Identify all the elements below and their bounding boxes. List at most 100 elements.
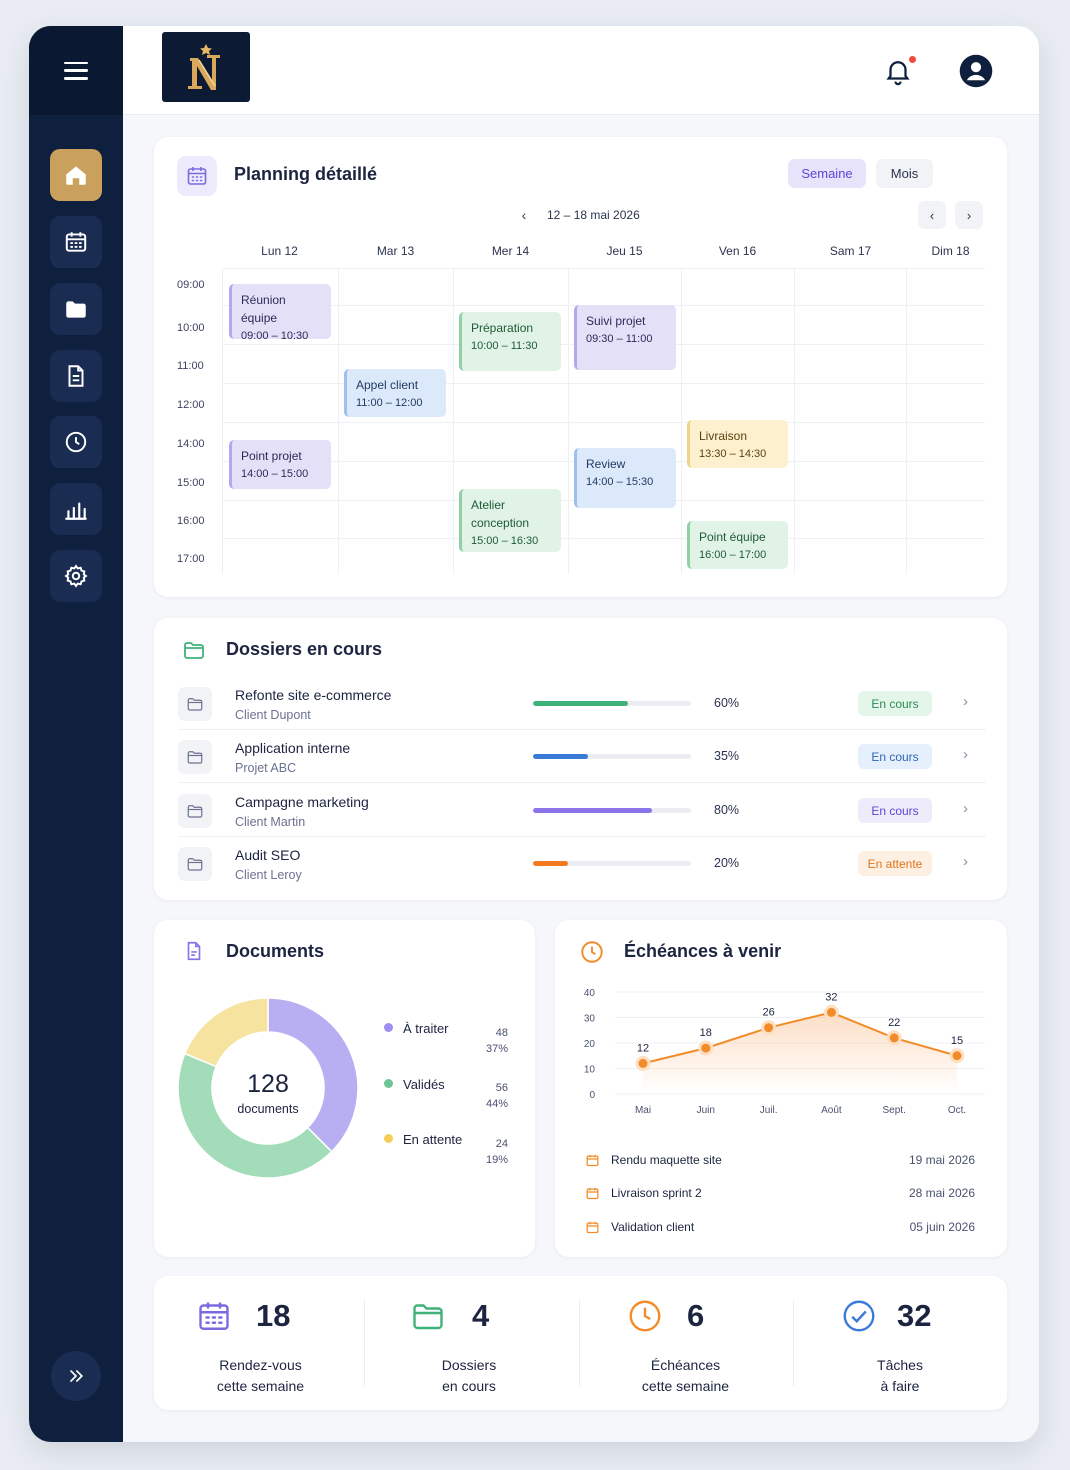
expand-sidebar-button[interactable]	[51, 1351, 101, 1401]
deadline-label: Rendu maquette site	[611, 1153, 722, 1167]
brand-logo[interactable]	[162, 32, 250, 102]
sidebar-item-calendar[interactable]	[50, 216, 102, 268]
documents-total: 128	[247, 1070, 289, 1098]
documents-donut[interactable]	[176, 996, 360, 1180]
dossier-row[interactable]: Refonte site e-commerce Client Dupont 60…	[178, 677, 986, 730]
x-tick-label: Juin	[697, 1105, 715, 1116]
divider	[364, 1300, 365, 1386]
sidebar-item-folders[interactable]	[50, 283, 102, 335]
event-point-equipe[interactable]: Point équipe 16:00 – 17:00	[687, 521, 788, 569]
progress-fill	[533, 861, 568, 866]
event-atelier-conception[interactable]: Atelier conception 15:00 – 16:30	[459, 489, 561, 552]
status-badge: En cours	[858, 744, 932, 769]
stat-label: Échéances cette semaine	[579, 1355, 792, 1396]
dossier-row[interactable]: Application interne Projet ABC 35% En co…	[178, 730, 986, 783]
deadline-item[interactable]: Rendu maquette site 19 mai 2026	[585, 1153, 975, 1171]
stat-label-line: à faire	[880, 1377, 920, 1394]
calendar-icon	[199, 1302, 229, 1330]
event-reunion-equipe[interactable]: Réunion équipe 09:00 – 10:30	[229, 284, 331, 342]
stat-dossiers[interactable]: 4 Dossiers en cours	[364, 1276, 577, 1410]
deadline-item[interactable]: Livraison sprint 2 28 mai 2026	[585, 1186, 975, 1204]
data-point[interactable]	[635, 1055, 651, 1071]
progress-percent: 20%	[714, 856, 740, 870]
hour-label: 11:00	[177, 360, 204, 372]
stat-value: 6	[687, 1298, 705, 1333]
event-appel-client[interactable]: Appel client 11:00 – 12:00	[344, 369, 446, 417]
echeances-title: Échéances à venir	[624, 941, 782, 961]
event-time: 16:00 – 17:00	[699, 549, 767, 561]
legend-label: À traiter	[403, 1021, 449, 1036]
legend-item: Validés	[384, 1077, 445, 1092]
dossier-client: Projet ABC	[235, 761, 297, 775]
data-point[interactable]	[698, 1040, 714, 1056]
view-month-button[interactable]: Mois	[876, 159, 933, 188]
event-title: Atelier	[471, 498, 506, 512]
data-point[interactable]	[823, 1004, 839, 1020]
chevron-right-icon[interactable]: ›	[963, 693, 968, 710]
calendar-icon	[65, 232, 87, 252]
event-livraison[interactable]: Livraison 13:30 – 14:30	[687, 420, 788, 468]
event-preparation[interactable]: Préparation 10:00 – 11:30	[459, 312, 561, 371]
legend-pct: 37%	[485, 1043, 508, 1055]
documents-card: Documents 128 documents À traiter 48 37% …	[154, 920, 535, 1257]
chevron-right-icon[interactable]: ›	[963, 800, 968, 817]
logo-mark	[188, 44, 220, 90]
echeances-chart[interactable]: 40 30 20 10 0 12 18 26 32 22 15 Mai Juin Juil. Août Sep…	[555, 972, 1007, 1122]
stat-label-line: Tâches	[877, 1357, 923, 1373]
legend-label: Validés	[403, 1077, 445, 1092]
menu-icon[interactable]	[64, 61, 88, 80]
chevron-right-icon[interactable]: ›	[963, 853, 968, 870]
deadline-date: 28 mai 2026	[908, 1186, 975, 1200]
day-header: Lun 12	[261, 244, 298, 258]
data-label: 18	[700, 1027, 712, 1039]
next-week-button[interactable]: ›	[955, 201, 983, 229]
sidebar-item-stats[interactable]	[50, 483, 102, 535]
deadline-date: 19 mai 2026	[908, 1153, 975, 1167]
dossier-client: Client Dupont	[235, 708, 311, 722]
x-tick-label: Juil.	[760, 1105, 778, 1116]
week-prev-chevron-icon[interactable]: ‹	[521, 207, 527, 223]
dossier-name: Campagne marketing	[235, 794, 369, 810]
data-point[interactable]	[761, 1020, 777, 1036]
dossier-row[interactable]: Campagne marketing Client Martin 80% En …	[178, 784, 986, 837]
deadline-item[interactable]: Validation client 05 juin 2026	[585, 1220, 975, 1238]
data-point[interactable]	[886, 1030, 902, 1046]
folder-icon	[178, 740, 212, 774]
event-time: 09:30 – 11:00	[586, 333, 653, 345]
dossier-name: Refonte site e-commerce	[235, 687, 392, 703]
progress-fill	[533, 701, 628, 706]
data-label: 15	[951, 1035, 963, 1047]
sidebar-item-home[interactable]	[50, 149, 102, 201]
event-time: 14:00 – 15:30	[586, 476, 654, 488]
hour-label: 10:00	[177, 322, 205, 334]
day-header: Ven 16	[718, 244, 757, 258]
event-review[interactable]: Review 14:00 – 15:30	[574, 448, 676, 508]
folder-icon	[66, 301, 86, 318]
data-point[interactable]	[949, 1048, 965, 1064]
prev-week-button[interactable]: ‹	[918, 201, 946, 229]
view-week-button[interactable]: Semaine	[788, 159, 866, 188]
stat-label-line: en cours	[442, 1377, 496, 1394]
sidebar-item-documents[interactable]	[50, 350, 102, 402]
stat-appointments[interactable]: 18 Rendez-vous cette semaine	[154, 1276, 367, 1410]
donut-slice[interactable]	[183, 997, 269, 1068]
sidebar-item-history[interactable]	[50, 416, 102, 468]
user-circle-icon[interactable]	[959, 54, 993, 88]
stats-card: 18 Rendez-vous cette semaine 4 Dossiers en…	[154, 1276, 1007, 1410]
stat-deadlines[interactable]: 6 Échéances cette semaine	[579, 1276, 792, 1410]
stat-label-line: Dossiers	[441, 1357, 497, 1373]
dossier-row[interactable]: Audit SEO Client Leroy 20% En attente ›	[178, 837, 986, 890]
folder-icon	[413, 1304, 443, 1330]
chevron-right-icon[interactable]: ›	[963, 746, 968, 763]
donut-slice[interactable]	[177, 1052, 333, 1179]
notification-dot	[907, 54, 918, 65]
stat-tasks[interactable]: 32 Tâches à faire	[793, 1276, 1007, 1410]
event-point-projet[interactable]: Point projet 14:00 – 15:00	[229, 440, 331, 489]
document-icon	[68, 365, 84, 387]
bell-icon[interactable]	[883, 56, 913, 86]
sidebar-item-settings[interactable]	[50, 550, 102, 602]
check-circle-icon	[843, 1300, 875, 1332]
event-suivi-projet[interactable]: Suivi projet 09:30 – 11:00	[574, 305, 676, 370]
donut-slice[interactable]	[267, 997, 359, 1153]
clock-icon	[65, 431, 87, 453]
